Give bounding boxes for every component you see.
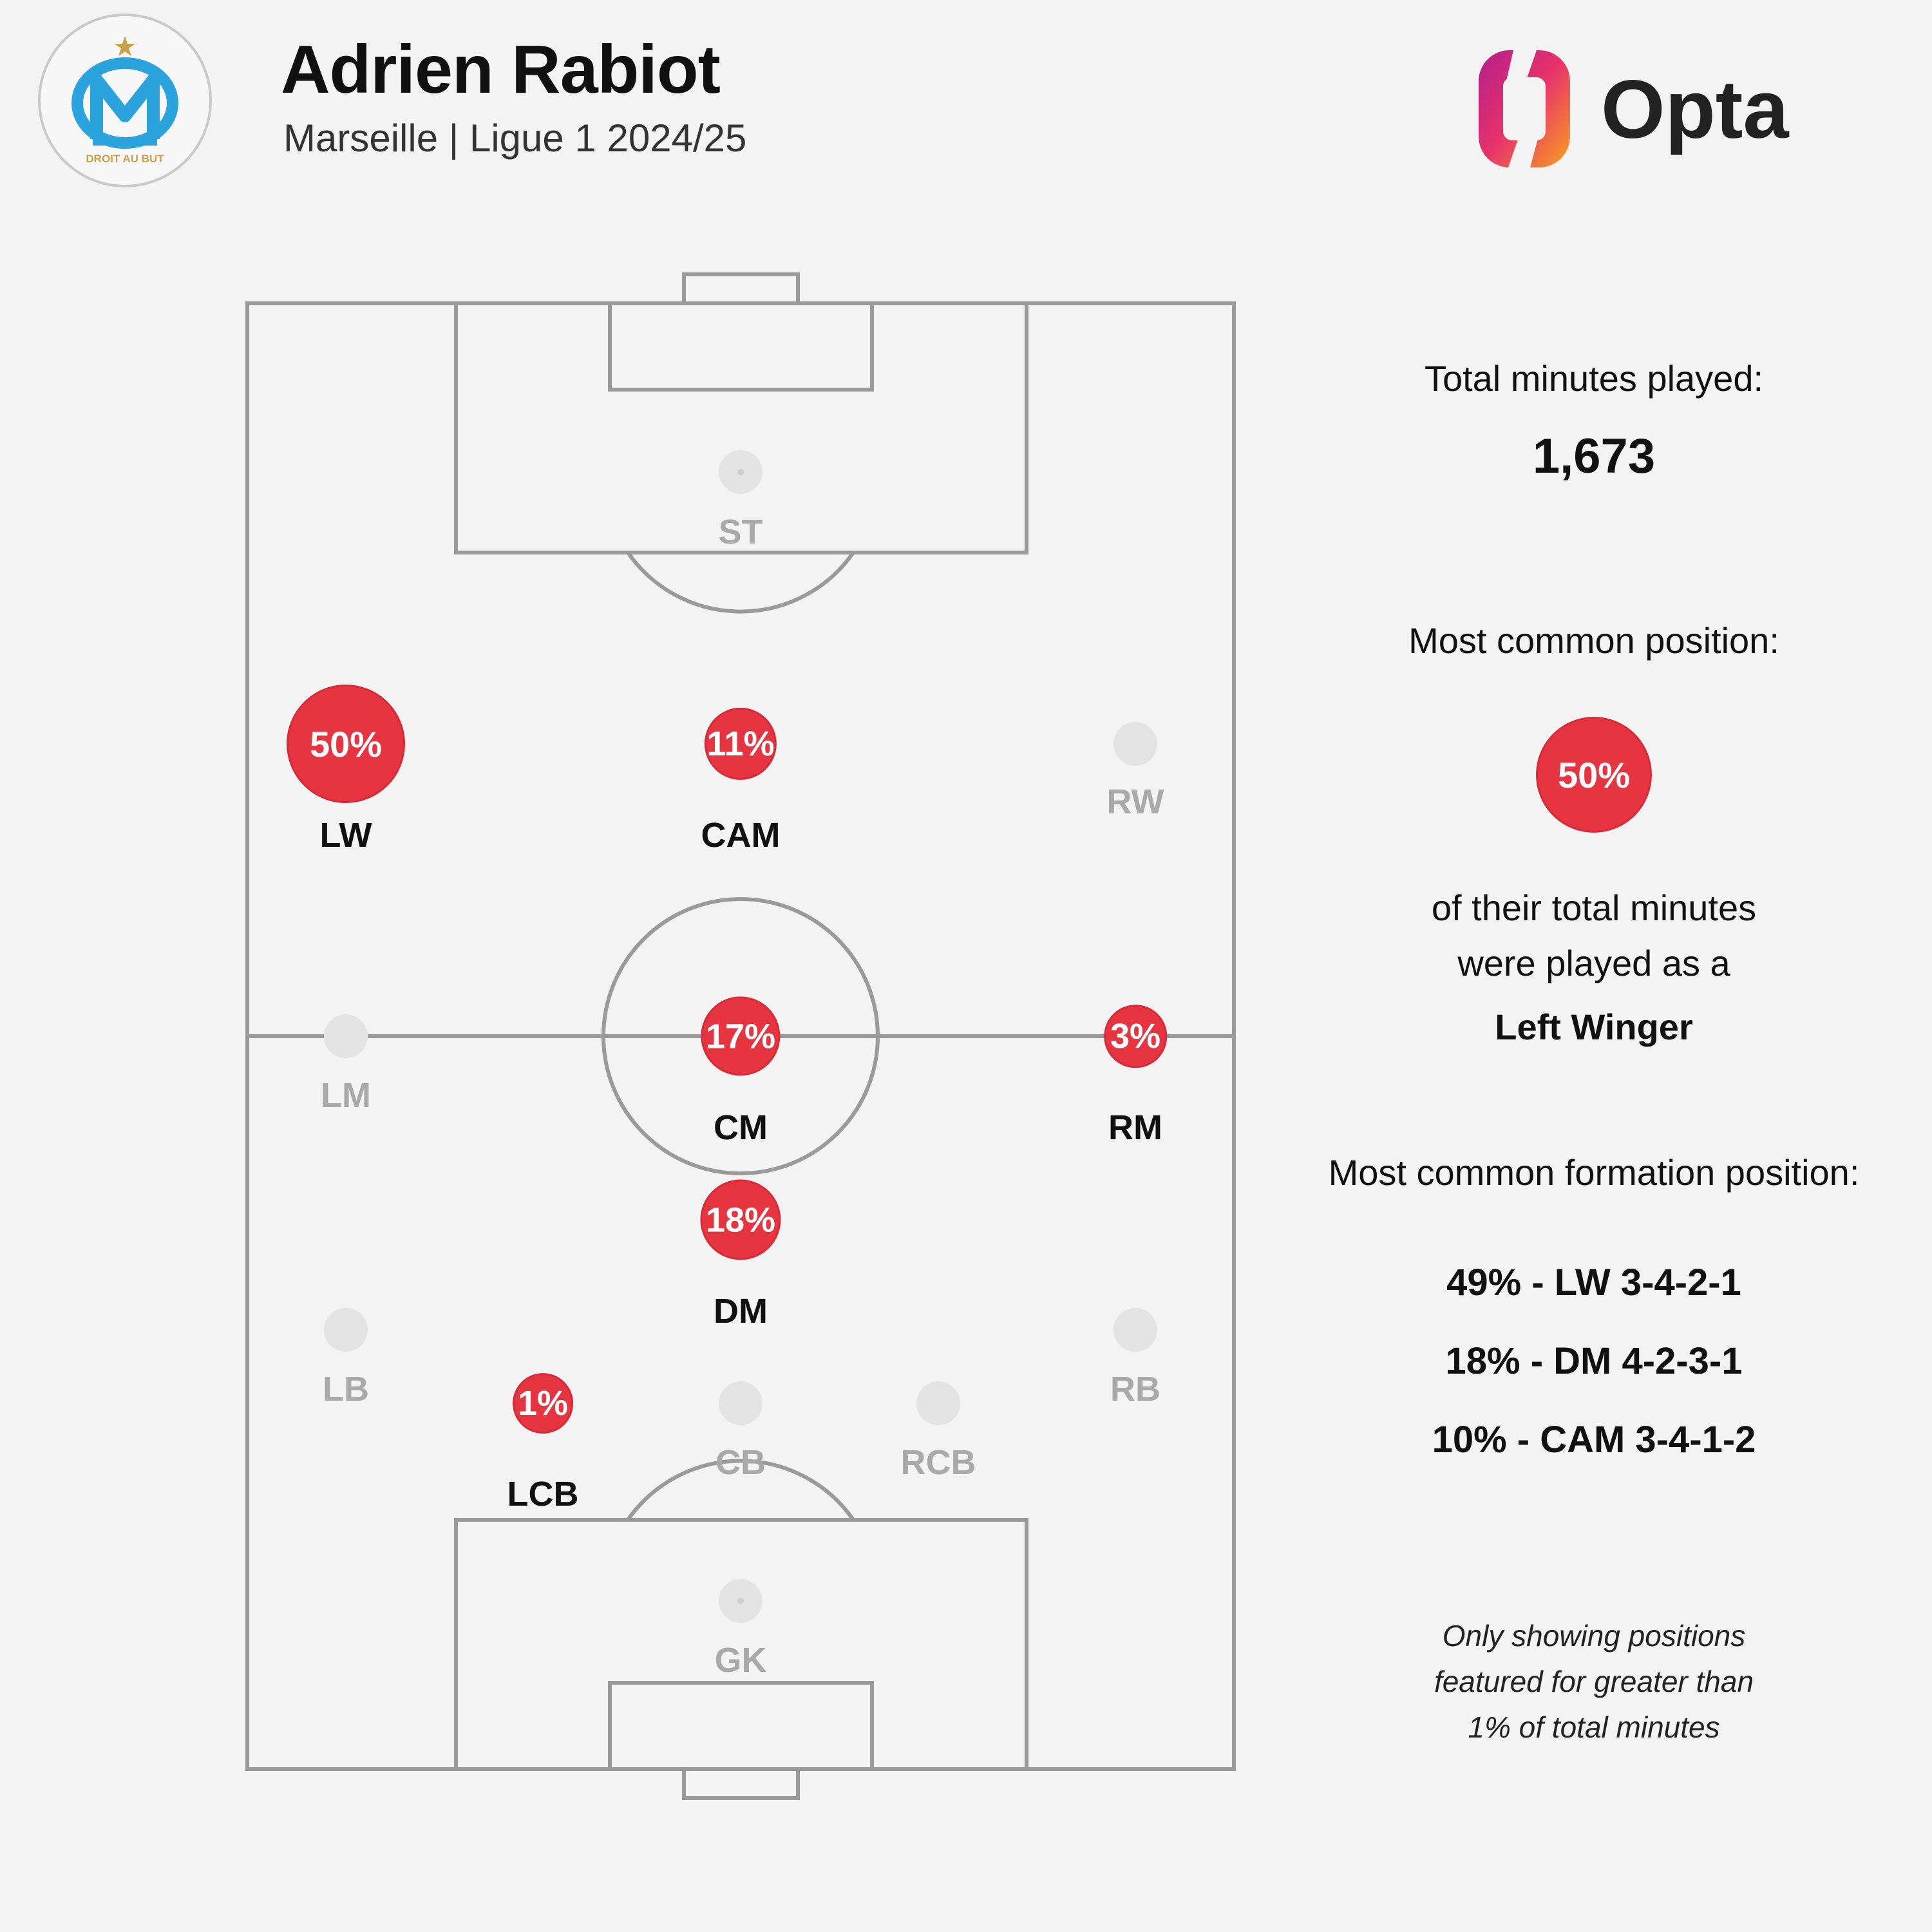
footnote-line: featured for greater than <box>1434 1665 1754 1698</box>
position-label-st: ST <box>718 513 763 551</box>
position-dot-rb <box>1113 1308 1157 1352</box>
crest-text: DROIT AU BUT <box>86 153 164 165</box>
footnote-line: 1% of total minutes <box>1468 1710 1720 1744</box>
bottom-goal <box>682 1767 800 1800</box>
position-dot-lb <box>324 1308 368 1352</box>
position-bubble-rm: 3% <box>1104 1005 1167 1068</box>
player-name: Adrien Rabiot <box>281 32 721 108</box>
formation-line: 18% - DM 4-2-3-1 <box>1445 1340 1743 1382</box>
formation-line: 49% - LW 3-4-2-1 <box>1446 1262 1741 1303</box>
position-label-lcb: LCB <box>507 1475 579 1513</box>
footnote-line: Only showing positions <box>1442 1619 1746 1653</box>
position-bubble-lw: 50% <box>287 685 405 803</box>
position-label-cam: CAM <box>701 816 781 855</box>
position-label-cm: CM <box>714 1108 768 1147</box>
top-six-yard-box <box>608 301 874 392</box>
opta-brand: Opta <box>1601 64 1789 156</box>
position-label-dm: DM <box>714 1292 768 1331</box>
bottom-six-yard-box <box>608 1681 874 1771</box>
position-dot-cb <box>719 1381 762 1425</box>
common-position-line2: were played as a <box>1457 943 1730 983</box>
common-position-label: Most common position: <box>1408 620 1779 661</box>
position-label-rcb: RCB <box>900 1443 976 1482</box>
position-label-cb: CB <box>715 1443 766 1482</box>
opta-logo-icon: Opta <box>1479 50 1789 167</box>
player-subtitle: Marseille | Ligue 1 2024/25 <box>283 117 747 160</box>
position-label-rm: RM <box>1108 1108 1162 1147</box>
position-dot-rw <box>1113 722 1157 766</box>
position-label-gk: GK <box>714 1641 767 1680</box>
total-minutes-label: Total minutes played: <box>1424 358 1764 399</box>
position-dot-lm <box>324 1014 368 1058</box>
marseille-crest-icon: DROIT AU BUT <box>38 14 212 187</box>
top-goal <box>682 272 800 305</box>
position-dot-st <box>719 450 762 494</box>
position-label-lm: LM <box>321 1076 371 1115</box>
position-dot-gk <box>719 1579 762 1623</box>
position-label-rw: RW <box>1106 782 1164 821</box>
common-position-name: Left Winger <box>1495 1007 1693 1047</box>
common-position-bubble: 50% <box>1536 717 1652 833</box>
position-bubble-lcb: 1% <box>513 1373 573 1434</box>
position-label-lb: LB <box>323 1370 369 1408</box>
position-bubble-cm: 17% <box>701 996 781 1076</box>
common-position-line1: of their total minutes <box>1431 887 1757 928</box>
top-penalty-arc <box>626 551 855 614</box>
centre-circle <box>601 897 880 1175</box>
position-label-rb: RB <box>1110 1370 1160 1408</box>
bottom-penalty-arc <box>626 1459 855 1521</box>
position-bubble-cam: 11% <box>704 707 777 781</box>
position-bubble-dm: 18% <box>700 1179 781 1260</box>
formation-line: 10% - CAM 3-4-1-2 <box>1432 1419 1756 1461</box>
position-dot-rcb <box>916 1381 960 1425</box>
total-minutes-value: 1,673 <box>1532 429 1656 484</box>
formation-label: Most common formation position: <box>1328 1152 1860 1193</box>
position-label-lw: LW <box>319 816 372 855</box>
